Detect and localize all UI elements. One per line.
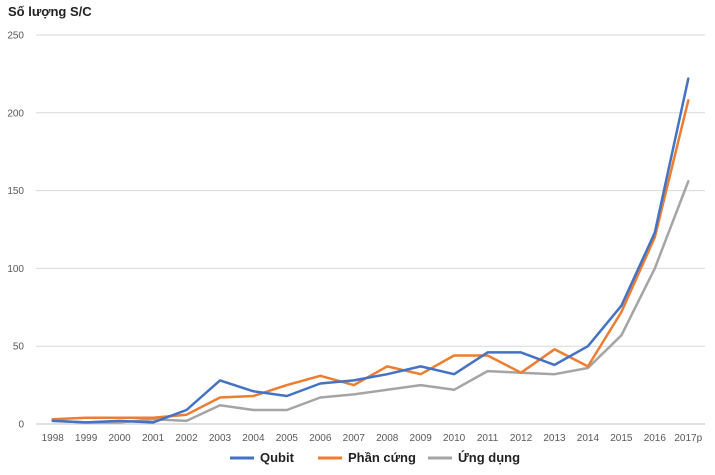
- x-tick-label: 2009: [410, 433, 433, 444]
- x-tick-label: 1999: [75, 433, 98, 444]
- y-tick-label: 100: [7, 264, 24, 275]
- x-tick-label: 2014: [577, 433, 600, 444]
- legend-label: Qubit: [260, 450, 295, 465]
- y-tick-label: 0: [18, 420, 24, 431]
- x-tick-label: 2003: [209, 433, 232, 444]
- legend-item: Phần cứng: [318, 450, 416, 465]
- x-tick-label: 2011: [477, 433, 499, 444]
- x-tick-label: 2013: [543, 433, 566, 444]
- legend-label: Ứng dụng: [458, 450, 520, 465]
- x-tick-label: 2001: [142, 433, 165, 444]
- y-tick-label: 200: [7, 108, 24, 119]
- x-tick-label: 2005: [276, 433, 299, 444]
- series-line-qubit: [51, 77, 690, 424]
- x-tick-labels: 1998 1999 2000 2001 2002 2003 2004 2005 2006 2007…: [42, 433, 703, 444]
- y-tick-label: 50: [13, 342, 25, 353]
- x-tick-label: 2006: [309, 433, 332, 444]
- x-tick-label: 2007: [343, 433, 366, 444]
- legend: Qubit Phần cứng Ứng dụng: [230, 450, 520, 465]
- x-tick-label: 2008: [376, 433, 399, 444]
- legend-item: Qubit: [230, 450, 295, 465]
- x-tick-label: 2002: [175, 433, 198, 444]
- series-line-phan-cung: [51, 99, 690, 421]
- x-tick-label: 2017p: [674, 433, 702, 444]
- y-tick-label: 250: [7, 31, 24, 42]
- legend-label: Phần cứng: [348, 450, 416, 465]
- x-tick-label: 2015: [610, 433, 633, 444]
- x-tick-label: 2016: [644, 433, 667, 444]
- x-tick-label: 1998: [42, 433, 65, 444]
- y-axis-label: Số lượng S/C: [8, 4, 92, 19]
- x-tick-label: 2010: [443, 433, 466, 444]
- x-tick-label: 2004: [242, 433, 265, 444]
- gridlines: [36, 34, 705, 425]
- y-tick-labels: 0 50 100 150 200 250: [7, 31, 24, 431]
- legend-item: Ứng dụng: [428, 450, 520, 465]
- y-tick-label: 150: [7, 186, 24, 197]
- series-lines: [51, 77, 690, 424]
- x-tick-label: 2012: [510, 433, 533, 444]
- series-line-ung-dung: [51, 180, 690, 424]
- x-tick-label: 2000: [109, 433, 132, 444]
